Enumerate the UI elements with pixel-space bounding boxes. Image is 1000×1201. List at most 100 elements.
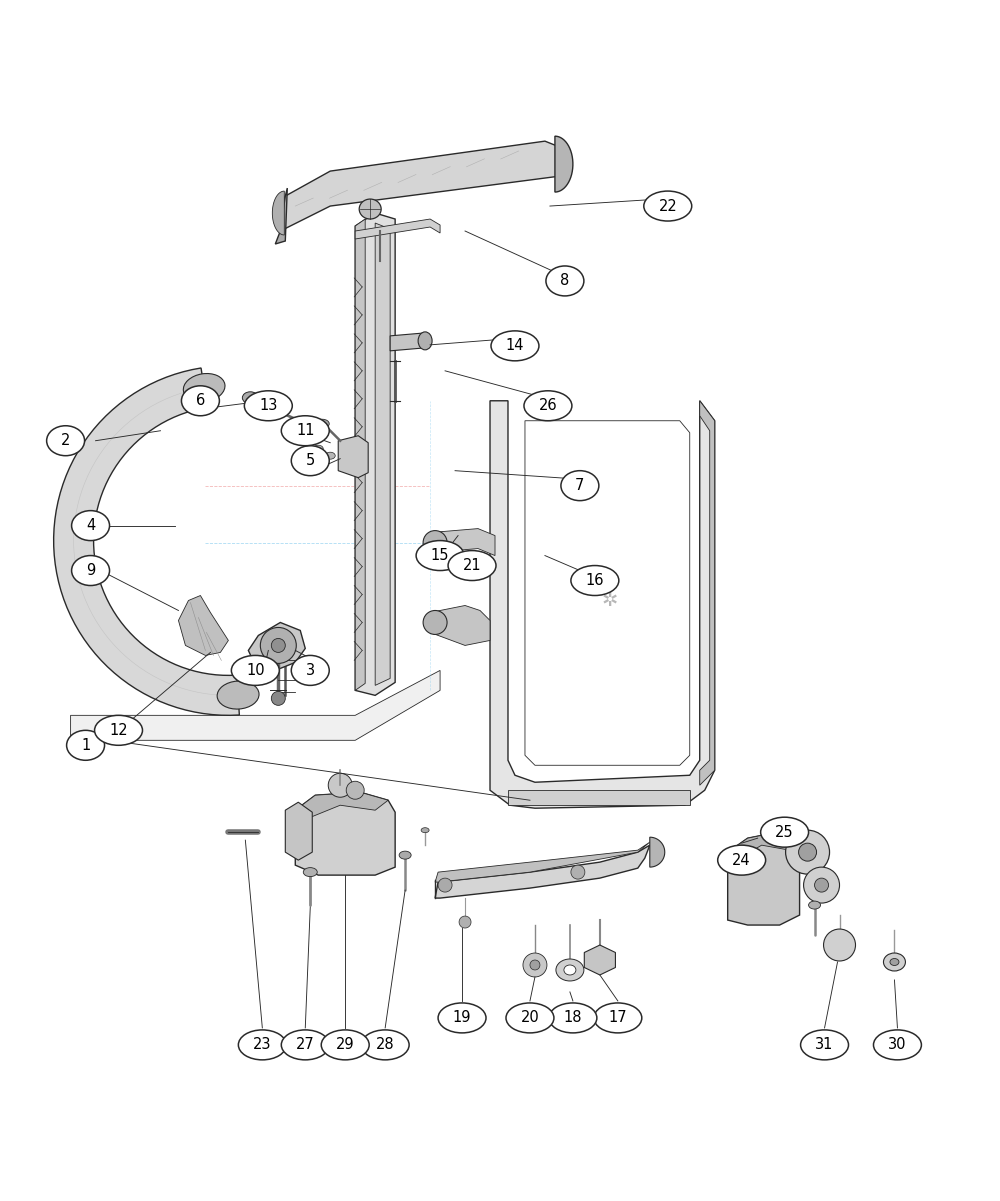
Ellipse shape xyxy=(644,191,692,221)
Ellipse shape xyxy=(238,1030,286,1059)
Circle shape xyxy=(260,627,296,663)
Circle shape xyxy=(346,781,364,799)
Ellipse shape xyxy=(291,446,329,476)
Ellipse shape xyxy=(315,419,329,429)
Ellipse shape xyxy=(399,852,411,859)
Ellipse shape xyxy=(281,416,329,446)
Ellipse shape xyxy=(291,656,329,686)
Polygon shape xyxy=(728,832,800,925)
Polygon shape xyxy=(248,622,305,670)
Polygon shape xyxy=(490,401,715,808)
Circle shape xyxy=(459,916,471,928)
Ellipse shape xyxy=(549,1003,597,1033)
Ellipse shape xyxy=(506,1003,554,1033)
Ellipse shape xyxy=(242,392,258,404)
Polygon shape xyxy=(71,670,440,740)
Text: 8: 8 xyxy=(560,274,570,288)
Polygon shape xyxy=(355,219,365,691)
Ellipse shape xyxy=(281,1030,329,1059)
Ellipse shape xyxy=(418,331,432,349)
Polygon shape xyxy=(295,793,395,876)
Ellipse shape xyxy=(873,1030,921,1059)
Text: 7: 7 xyxy=(575,478,585,494)
Text: 31: 31 xyxy=(815,1038,834,1052)
Text: 20: 20 xyxy=(521,1010,539,1026)
Ellipse shape xyxy=(890,958,899,966)
Ellipse shape xyxy=(321,1030,369,1059)
Circle shape xyxy=(423,531,447,555)
Circle shape xyxy=(824,930,856,961)
Text: 13: 13 xyxy=(259,399,278,413)
Circle shape xyxy=(815,878,829,892)
Text: 22: 22 xyxy=(658,198,677,214)
Ellipse shape xyxy=(594,1003,642,1033)
Ellipse shape xyxy=(546,265,584,295)
Ellipse shape xyxy=(67,730,105,760)
Circle shape xyxy=(271,692,285,705)
Polygon shape xyxy=(700,401,715,785)
Ellipse shape xyxy=(95,716,142,746)
Text: ✲: ✲ xyxy=(602,591,618,610)
Text: 16: 16 xyxy=(586,573,604,588)
Text: 14: 14 xyxy=(506,339,524,353)
Circle shape xyxy=(786,830,830,874)
Polygon shape xyxy=(584,945,615,975)
Ellipse shape xyxy=(809,901,821,909)
Circle shape xyxy=(523,954,547,976)
Text: 19: 19 xyxy=(453,1010,471,1026)
Text: 6: 6 xyxy=(196,393,205,408)
Ellipse shape xyxy=(303,867,317,877)
Ellipse shape xyxy=(244,390,292,420)
Polygon shape xyxy=(54,368,239,716)
Ellipse shape xyxy=(361,1030,409,1059)
Text: 17: 17 xyxy=(609,1010,627,1026)
Circle shape xyxy=(530,960,540,970)
Text: 1: 1 xyxy=(81,737,90,753)
Text: 2: 2 xyxy=(61,434,70,448)
Ellipse shape xyxy=(231,656,279,686)
Ellipse shape xyxy=(883,954,905,970)
Ellipse shape xyxy=(561,471,599,501)
Ellipse shape xyxy=(438,1003,486,1033)
Polygon shape xyxy=(555,136,573,192)
Polygon shape xyxy=(508,790,690,805)
Ellipse shape xyxy=(421,827,429,832)
Ellipse shape xyxy=(359,199,381,219)
Polygon shape xyxy=(355,219,440,239)
Polygon shape xyxy=(390,333,425,351)
Text: 25: 25 xyxy=(775,825,794,839)
Ellipse shape xyxy=(183,374,225,402)
Text: 3: 3 xyxy=(306,663,315,677)
Polygon shape xyxy=(525,420,690,765)
Polygon shape xyxy=(435,842,650,882)
Text: 21: 21 xyxy=(463,558,481,573)
Polygon shape xyxy=(375,223,390,686)
Ellipse shape xyxy=(325,453,335,459)
Text: 5: 5 xyxy=(306,453,315,468)
Text: 30: 30 xyxy=(888,1038,907,1052)
Circle shape xyxy=(804,867,840,903)
Ellipse shape xyxy=(571,566,619,596)
Ellipse shape xyxy=(448,550,496,580)
Ellipse shape xyxy=(801,1030,849,1059)
Circle shape xyxy=(571,865,585,879)
Polygon shape xyxy=(430,605,490,645)
Polygon shape xyxy=(285,802,312,860)
Text: 15: 15 xyxy=(431,548,449,563)
Circle shape xyxy=(799,843,817,861)
Text: 27: 27 xyxy=(296,1038,315,1052)
Text: 10: 10 xyxy=(246,663,265,677)
Polygon shape xyxy=(275,189,287,244)
Ellipse shape xyxy=(491,330,539,360)
Polygon shape xyxy=(338,436,368,478)
Ellipse shape xyxy=(72,556,110,586)
Polygon shape xyxy=(355,213,395,695)
Polygon shape xyxy=(430,528,495,556)
Circle shape xyxy=(423,610,447,634)
Ellipse shape xyxy=(217,681,259,709)
Ellipse shape xyxy=(47,425,85,455)
Ellipse shape xyxy=(556,960,584,981)
Circle shape xyxy=(438,878,452,892)
Polygon shape xyxy=(728,832,800,858)
Polygon shape xyxy=(435,846,650,898)
